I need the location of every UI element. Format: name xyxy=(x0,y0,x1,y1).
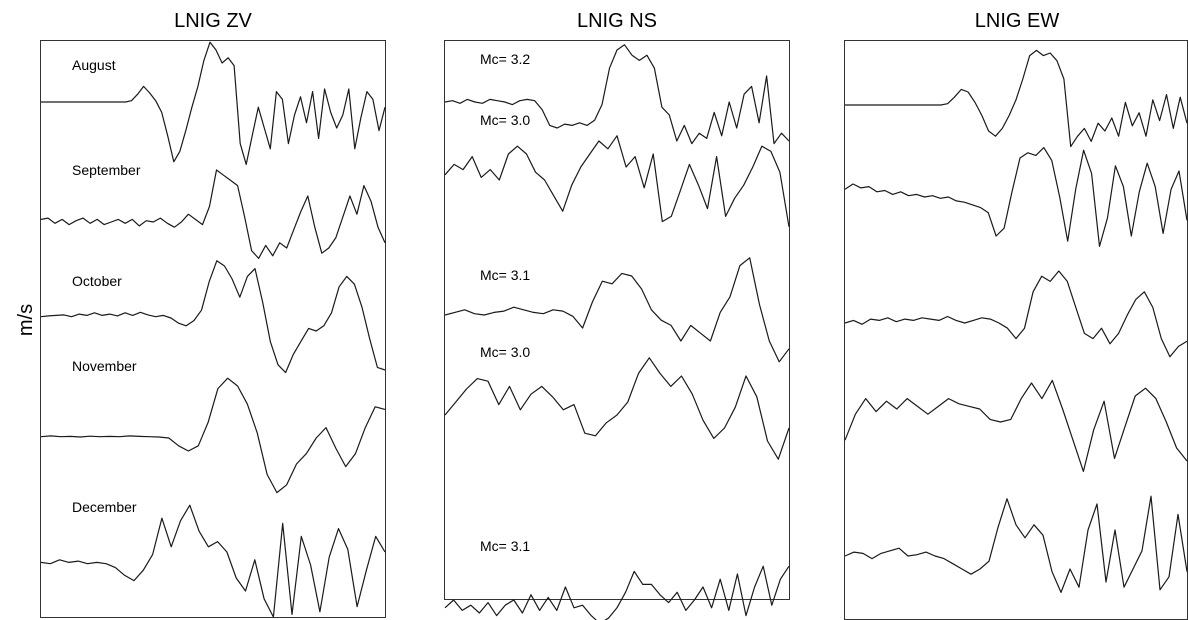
seismogram-trace xyxy=(844,495,1188,594)
trace-label: Mc= 3.2 xyxy=(480,51,531,67)
seismogram-trace xyxy=(41,41,386,165)
trace-label: November xyxy=(72,358,137,374)
trace-label: August xyxy=(72,57,116,73)
panel-frame xyxy=(40,40,386,618)
seismogram-trace xyxy=(40,169,386,259)
seismogram-trace xyxy=(844,270,1188,358)
seismogram-trace xyxy=(40,504,386,618)
seismogram-trace xyxy=(40,260,386,374)
seismogram-trace xyxy=(844,147,1188,247)
seismogram-trace xyxy=(40,377,386,494)
trace-label: Mc= 3.0 xyxy=(480,344,531,360)
trace-label: December xyxy=(72,499,137,515)
trace-label: September xyxy=(72,162,141,178)
seismogram-trace xyxy=(444,257,790,363)
seismogram-trace xyxy=(444,357,790,460)
panel-title: LNIG NS xyxy=(576,10,658,32)
trace-label: Mc= 3.0 xyxy=(480,112,531,128)
seismogram-trace xyxy=(844,379,1188,472)
trace-label: Mc= 3.1 xyxy=(480,267,531,283)
panel-title: LNIG ZV xyxy=(174,10,252,32)
trace-label: Mc= 3.1 xyxy=(480,538,531,554)
seismogram-trace xyxy=(444,565,790,620)
seismogram-trace xyxy=(845,49,1188,148)
trace-label: October xyxy=(72,273,122,289)
seismogram-trace xyxy=(444,44,790,145)
seismogram-trace xyxy=(444,135,790,227)
panel-frame xyxy=(444,40,790,600)
panel-title: LNIG EW xyxy=(974,10,1060,32)
